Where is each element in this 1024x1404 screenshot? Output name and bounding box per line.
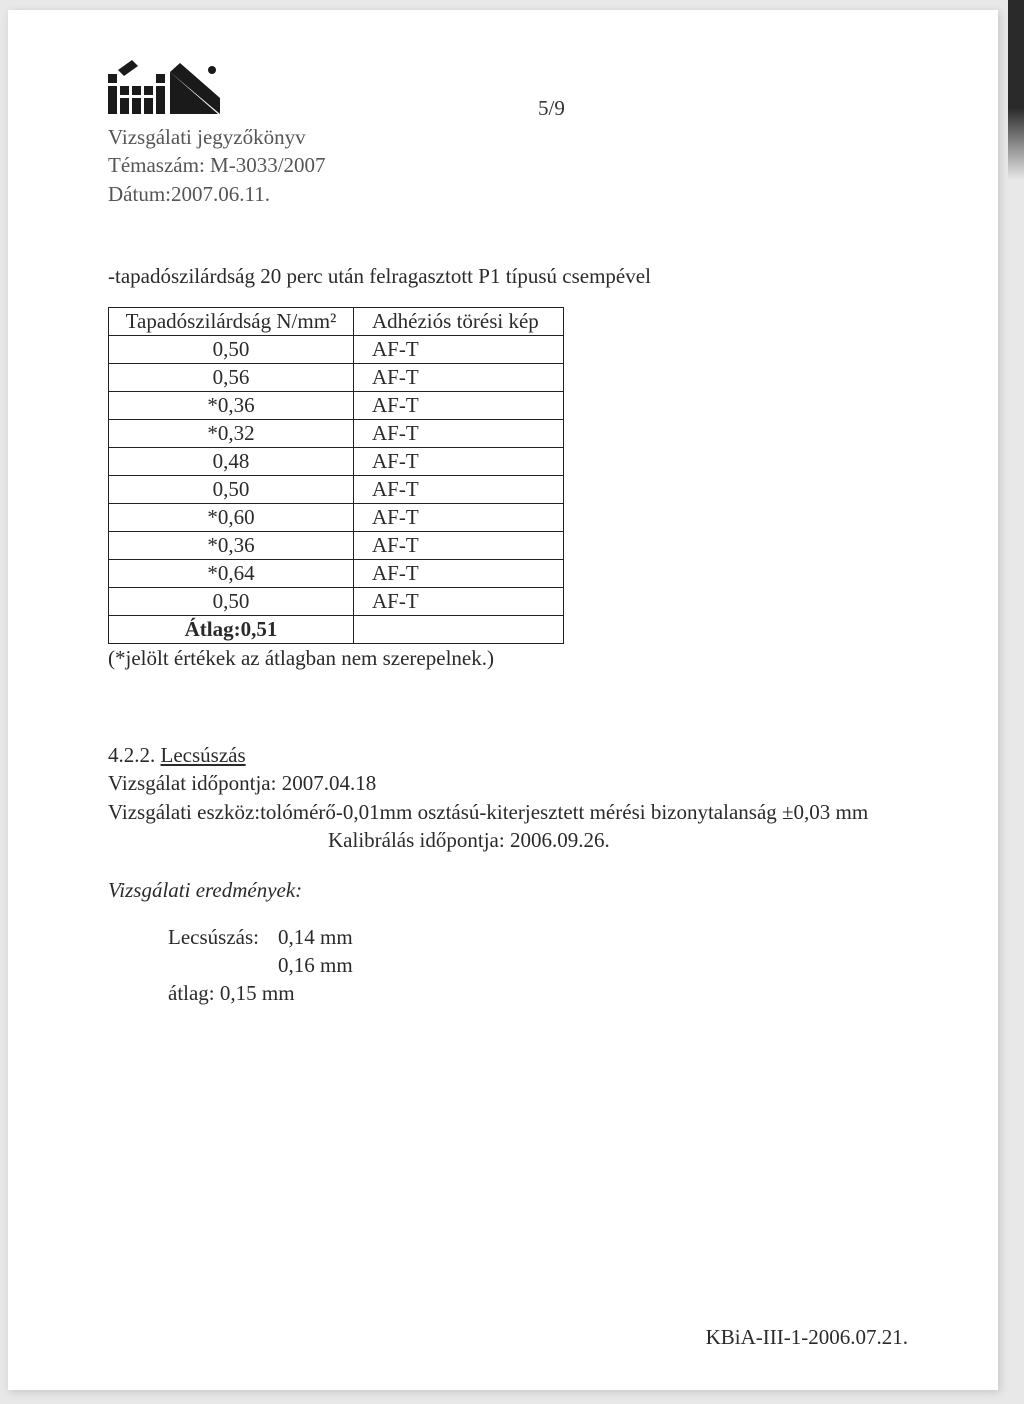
result-value-2: 0,16 mm (278, 951, 428, 979)
table-row: *0,64AF-T (109, 560, 564, 588)
results-heading: Vizsgálati eredmények: (108, 876, 908, 904)
table-footnote: (*jelölt értékek az átlagban nem szerepe… (108, 646, 908, 671)
section-name: Lecsúszás (161, 743, 246, 767)
cell-value: *0,32 (109, 420, 354, 448)
cell-value: *0,36 (109, 392, 354, 420)
table-row: 0,56AF-T (109, 364, 564, 392)
cell-value: *0,64 (109, 560, 354, 588)
cell-type: AF-T (354, 504, 564, 532)
result-label-empty (108, 951, 278, 979)
calibration-date: Kalibrálás időpontja: 2006.09.26. (108, 826, 908, 854)
section-intro-text: -tapadószilárdság 20 perc után felragasz… (108, 264, 908, 289)
table-row: *0,36AF-T (109, 392, 564, 420)
doc-date: Dátum:2007.06.11. (108, 180, 908, 208)
cell-type: AF-T (354, 476, 564, 504)
table-row: *0,36AF-T (109, 532, 564, 560)
cell-value: 0,50 (109, 588, 354, 616)
cell-type: AF-T (354, 420, 564, 448)
table-row: 0,48AF-T (109, 448, 564, 476)
col-header-fracture: Adhéziós törési kép (354, 308, 564, 336)
section-number: 4.2.2. (108, 743, 161, 767)
col-header-strength: Tapadószilárdság N/mm² (109, 308, 354, 336)
doc-subject-number: Témaszám: M-3033/2007 (108, 151, 908, 179)
result-value-1: 0,14 mm (278, 923, 428, 951)
emi-logo (108, 60, 238, 115)
cell-value: *0,60 (109, 504, 354, 532)
adhesion-table: Tapadószilárdság N/mm² Adhéziós törési k… (108, 307, 564, 644)
cell-empty (354, 616, 564, 644)
cell-type: AF-T (354, 532, 564, 560)
cell-type: AF-T (354, 392, 564, 420)
cell-value: *0,36 (109, 532, 354, 560)
cell-type: AF-T (354, 448, 564, 476)
table-row: *0,60AF-T (109, 504, 564, 532)
cell-type: AF-T (354, 336, 564, 364)
doc-title: Vizsgálati jegyzőkönyv (108, 123, 908, 151)
cell-type: AF-T (354, 364, 564, 392)
table-avg-row: Átlag:0,51 (109, 616, 564, 644)
section-4-2-2: 4.2.2. Lecsúszás Vizsgálat időpontja: 20… (108, 741, 908, 1008)
cell-type: AF-T (354, 588, 564, 616)
section-title: 4.2.2. Lecsúszás (108, 741, 908, 769)
document-meta: Vizsgálati jegyzőkönyv Témaszám: M-3033/… (108, 123, 908, 208)
test-date: Vizsgálat időpontja: 2007.04.18 (108, 769, 908, 797)
table-row: 0,50AF-T (109, 476, 564, 504)
cell-value: 0,48 (109, 448, 354, 476)
page-header: 5/9 (108, 60, 908, 121)
table-row: 0,50AF-T (109, 336, 564, 364)
table-row: 0,50AF-T (109, 588, 564, 616)
result-values: Lecsúszás: 0,14 mm 0,16 mm átlag: 0,15 m… (108, 923, 908, 1008)
result-row: Lecsúszás: 0,14 mm (108, 923, 908, 951)
cell-type: AF-T (354, 560, 564, 588)
cell-value: 0,50 (109, 336, 354, 364)
page-footer-code: KBiA-III-1-2006.07.21. (706, 1325, 908, 1350)
result-label: Lecsúszás: (108, 923, 278, 951)
result-row: 0,16 mm (108, 951, 908, 979)
page-number: 5/9 (538, 96, 565, 121)
test-equipment: Vizsgálati eszköz:tolómérő-0,01mm osztás… (108, 798, 908, 826)
document-page: 5/9 Vizsgálati jegyzőkönyv Témaszám: M-3… (8, 10, 998, 1390)
cell-value: 0,56 (109, 364, 354, 392)
table-row: *0,32AF-T (109, 420, 564, 448)
cell-value: 0,50 (109, 476, 354, 504)
cell-average: Átlag:0,51 (109, 616, 354, 644)
table-header-row: Tapadószilárdság N/mm² Adhéziós törési k… (109, 308, 564, 336)
scan-edge-artifact (1008, 0, 1024, 180)
result-average: átlag: 0,15 mm (108, 979, 908, 1007)
